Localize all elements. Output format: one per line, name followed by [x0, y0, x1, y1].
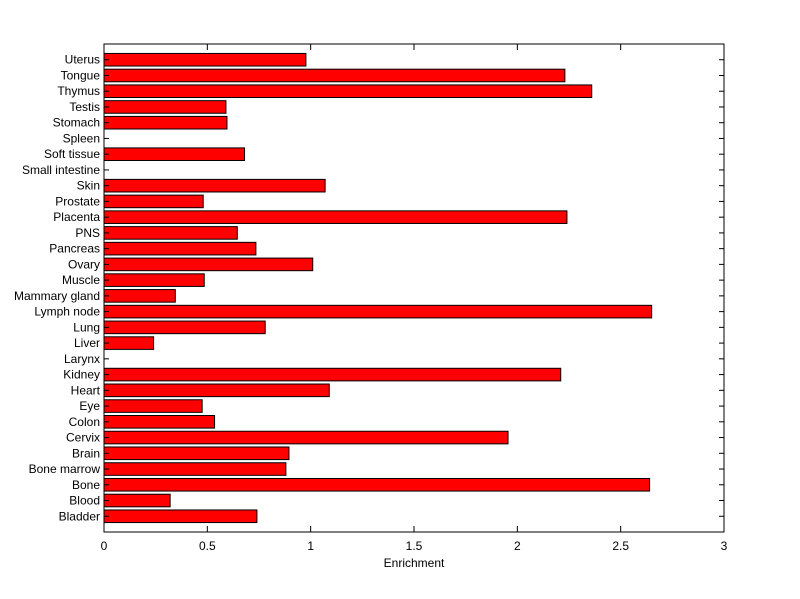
bar-blood	[103, 493, 171, 508]
y-tick-label: Ovary	[68, 257, 100, 271]
bar-pns	[103, 226, 238, 240]
y-tick-label: Liver	[74, 336, 100, 350]
y-tick-label: Thymus	[57, 84, 100, 98]
bar-stomach	[103, 115, 228, 130]
bar-pancreas	[103, 241, 257, 256]
y-tick-label: Soft tissue	[44, 147, 100, 161]
x-tick-label: 0	[101, 539, 108, 553]
bar-placenta	[103, 210, 568, 224]
bar-bladder	[103, 509, 258, 524]
y-tick-label: Mammary gland	[14, 289, 100, 303]
bar-ovary	[103, 257, 314, 272]
y-tick-label: Bladder	[59, 509, 100, 523]
x-tick-label: 0.5	[199, 539, 216, 553]
bar-eye	[103, 399, 203, 413]
y-tick-label: Eye	[79, 399, 100, 413]
y-tick-label: Small intestine	[22, 163, 100, 177]
bar-uterus	[103, 52, 307, 67]
y-tick-label: Bone	[72, 478, 100, 492]
y-tick-label: Bone marrow	[29, 462, 101, 476]
bar-brain	[103, 446, 290, 461]
x-tick-label: 3	[721, 539, 728, 553]
bar-lung	[103, 320, 266, 335]
x-tick-label: 2.5	[612, 539, 629, 553]
bar-tongue	[103, 68, 566, 83]
y-tick-label: Heart	[71, 383, 101, 397]
y-tick-label: Stomach	[53, 116, 100, 130]
bar-mammary-gland	[103, 289, 176, 303]
y-tick-label: Muscle	[62, 273, 100, 287]
y-tick-label: Larynx	[64, 352, 100, 366]
y-tick-label: Pancreas	[49, 242, 100, 256]
bar-muscle	[103, 273, 205, 287]
bar-soft-tissue	[103, 147, 246, 161]
y-tick-label: Blood	[69, 494, 100, 508]
x-axis-label: Enrichment	[384, 556, 445, 570]
bar-kidney	[103, 367, 562, 382]
y-tick-label: Lung	[73, 320, 100, 334]
y-tick-label: Brain	[72, 446, 100, 460]
y-tick-label: Spleen	[63, 131, 100, 145]
y-tick-label: PNS	[75, 226, 100, 240]
y-tick-label: Tongue	[61, 68, 101, 82]
bar-bone	[103, 477, 651, 492]
y-tick-label: Cervix	[66, 431, 100, 445]
y-tick-label: Prostate	[55, 194, 100, 208]
y-tick-label: Testis	[69, 100, 100, 114]
bar-thymus	[103, 84, 593, 99]
bar-liver	[103, 336, 155, 350]
y-tick-label: Colon	[69, 415, 100, 429]
y-tick-label: Lymph node	[34, 305, 100, 319]
bars	[103, 44, 724, 532]
bar-cervix	[103, 430, 509, 445]
x-tick-label: 1.5	[406, 539, 423, 553]
bar-lymph-node	[103, 304, 653, 319]
x-tick-label: 1	[307, 539, 314, 553]
bar-skin	[103, 178, 326, 193]
bar-prostate	[103, 194, 204, 209]
y-tick-label: Skin	[77, 179, 100, 193]
bar-colon	[103, 415, 216, 429]
y-tick-label: Kidney	[63, 368, 100, 382]
y-tick-label: Placenta	[53, 210, 100, 224]
bar-testis	[103, 100, 227, 114]
x-tick-label: 2	[514, 539, 521, 553]
bar-heart	[103, 383, 330, 398]
y-tick-label: Uterus	[65, 53, 100, 67]
bar-bone-marrow	[103, 462, 287, 476]
